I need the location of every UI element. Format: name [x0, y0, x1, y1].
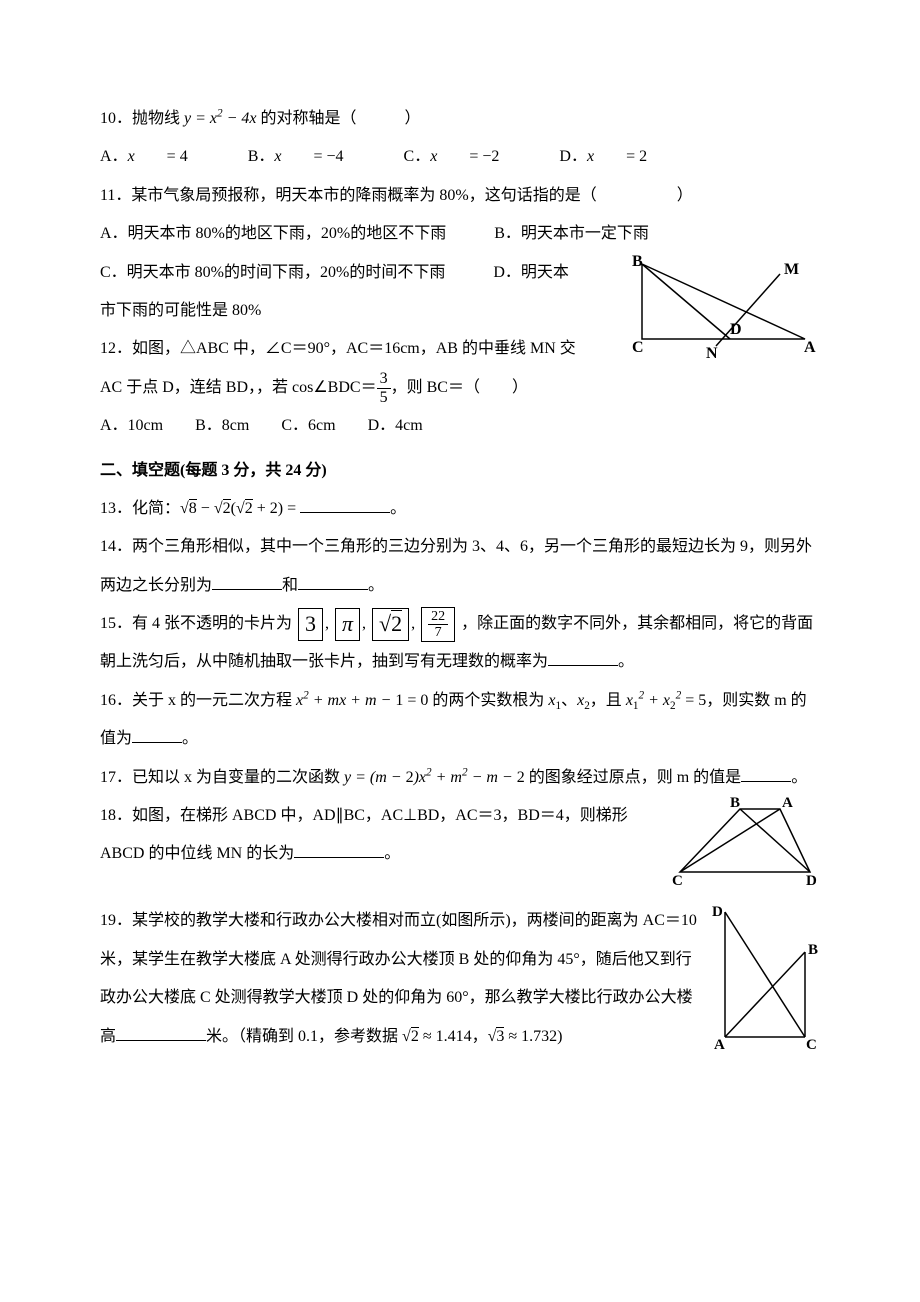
q13-text-a: 13．化简：: [100, 500, 180, 517]
q14-blank-1: [212, 573, 282, 590]
svg-text:C: C: [672, 873, 683, 887]
q10-opt-b: B．x = −4: [248, 138, 372, 176]
q17-text-a: 17．已知以 x 为自变量的二次函数: [100, 769, 344, 786]
q15-card-4: 227: [421, 607, 455, 642]
question-10: 10．抛物线 y = x2 − 4x 的对称轴是（ ）: [100, 100, 820, 138]
q18-blank: [294, 841, 384, 858]
q15-blank: [548, 649, 618, 666]
svg-text:D: D: [806, 873, 817, 887]
question-16: 16．关于 x 的一元二次方程 x2 + mx + m − 1 = 0 的两个实…: [100, 682, 820, 759]
q12-frac: 35: [377, 370, 391, 406]
q12-opt-d: D．4cm: [368, 407, 423, 445]
q16-text-e: 。: [182, 730, 198, 747]
q14-text-a: 14．两个三角形相似，其中一个三角形的三边分别为 3、4、6，另一个三角形的最短…: [100, 538, 812, 593]
q19-text-b: 米。（精确到 0.1，参考数据: [206, 1028, 402, 1045]
q15-card-1: 3: [298, 608, 323, 641]
q14-text-b: 和: [282, 577, 298, 594]
section-2-heading: 二、填空题(每题 3 分，共 24 分): [100, 452, 820, 490]
q16-formula-b: x12 + x22 = 5: [626, 692, 706, 709]
q16-comma: 、: [561, 692, 577, 709]
q12-opt-a: A．10cm: [100, 407, 163, 445]
q15-text-c: 。: [618, 653, 634, 670]
q10-options: A．x = 4 B．x = −4 C．x = −2 D．x = 2: [100, 138, 820, 176]
q10-text-a: 10．抛物线: [100, 110, 184, 127]
svg-text:M: M: [784, 261, 799, 278]
q16-formula-a: x2 + mx + m − 1 = 0: [296, 692, 428, 709]
q12-options: A．10cm B．8cm C．6cm D．4cm: [100, 407, 820, 445]
question-14: 14．两个三角形相似，其中一个三角形的三边分别为 3、4、6，另一个三角形的最短…: [100, 528, 820, 605]
q16-text-a: 16．关于 x 的一元二次方程: [100, 692, 296, 709]
q10-opt-c: C．x = −2: [404, 138, 528, 176]
q10-formula: y = x2 − 4x: [184, 110, 257, 127]
q12-opt-b: B．8cm: [195, 407, 249, 445]
q10-opt-a: A．x = 4: [100, 138, 216, 176]
svg-text:B: B: [632, 254, 643, 270]
question-17: 17．已知以 x 为自变量的二次函数 y = (m − 2)x2 + m2 − …: [100, 759, 820, 797]
q16-x2: x2: [577, 692, 590, 709]
q13-text-b: 。: [390, 500, 406, 517]
question-11: 11．某市气象局预报称，明天本市的降雨概率为 80%，这句话指的是（ ）: [100, 177, 820, 215]
q11-text: 11．某市气象局预报称，明天本市的降雨概率为 80%，这句话指的是（ ）: [100, 187, 693, 204]
q11-row1: A．明天本市 80%的地区下雨，20%的地区不下雨 B．明天本市一定下雨: [100, 215, 820, 253]
q19-block: D B A C 19．某学校的教学大楼和行政办公大楼相对而立(如图所示)，两楼间…: [100, 902, 820, 1067]
q12-text-b: ，则 BC＝（ ）: [391, 379, 528, 396]
q16-x1: x1: [548, 692, 561, 709]
question-13: 13．化简：√8 − √2(√2 + 2) = 。: [100, 490, 820, 528]
q16-blank: [132, 726, 182, 743]
q11-opt-a: A．明天本市 80%的地区下雨，20%的地区不下雨: [100, 225, 446, 242]
question-18: 18．如图，在梯形 ABCD 中，AD∥BC，AC⊥BD，AC＝3，BD＝4，则…: [100, 797, 820, 874]
q16-text-c: ，且: [590, 692, 626, 709]
q19-approx2: √3 ≈ 1.732: [488, 1027, 558, 1045]
q19-blank: [116, 1024, 206, 1041]
q14-text-c: 。: [368, 577, 384, 594]
question-19: 19．某学校的教学大楼和行政办公大楼相对而立(如图所示)，两楼间的距离为 AC＝…: [100, 902, 820, 1056]
q15-card-3: √2: [372, 608, 409, 641]
q19-sep: ，: [472, 1028, 488, 1045]
question-12: 12．如图，△ABC 中，∠C＝90°，AC＝16cm，AB 的中垂线 MN 交…: [100, 330, 820, 407]
q14-blank-2: [298, 573, 368, 590]
q17q18-block: 17．已知以 x 为自变量的二次函数 y = (m − 2)x2 + m2 − …: [100, 759, 820, 903]
q13-formula: √8 − √2(√2 + 2) =: [180, 499, 296, 517]
q10-opt-d: D．x = 2: [559, 138, 675, 176]
q17-text-b: 的图象经过原点，则 m 的值是: [525, 769, 741, 786]
q11-opt-c: C．明天本市 80%的时间下雨，20%的时间不下雨: [100, 264, 445, 281]
q13-blank: [300, 496, 390, 513]
q12-opt-c: C．6cm: [281, 407, 335, 445]
q11-opt-b: B．明天本市一定下雨: [494, 225, 649, 242]
q16-text-b: 的两个实数根为: [428, 692, 548, 709]
q17-formula: y = (m − 2)x2 + m2 − m − 2: [344, 769, 525, 786]
q17-blank: [741, 765, 791, 782]
q15-text-a: 15．有 4 张不透明的卡片为: [100, 615, 292, 632]
q17-text-c: 。: [791, 769, 807, 786]
q18-text-b: 。: [384, 845, 400, 862]
q19-text-c: ): [557, 1028, 562, 1045]
q15-card-2: π: [335, 608, 360, 641]
question-15: 15．有 4 张不透明的卡片为 3, π, √2, 227 ，除正面的数字不同外…: [100, 605, 820, 682]
q11q12-block: B M C N D A C．明天本市 80%的时间下雨，20%的时间不下雨 D．…: [100, 254, 820, 446]
q10-text-b: 的对称轴是（ ）: [257, 110, 421, 127]
q19-approx1: √2 ≈ 1.414: [402, 1027, 472, 1045]
